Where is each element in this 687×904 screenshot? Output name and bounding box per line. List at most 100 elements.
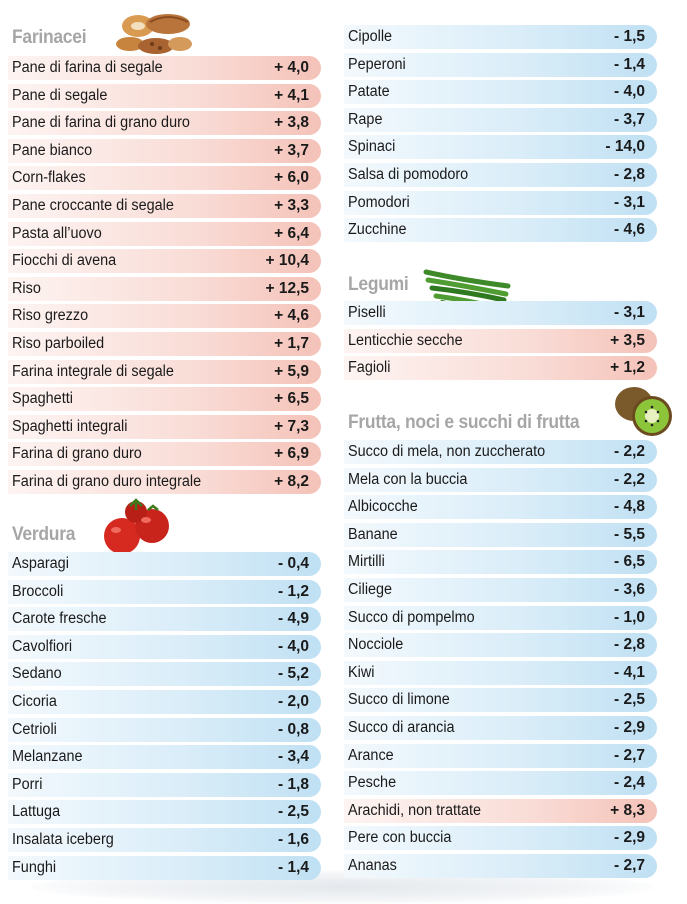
food-value: - 3,7 [613, 110, 645, 128]
table-row: Albicocche - 4,8 [344, 495, 657, 520]
food-name: Albicocche [348, 498, 418, 516]
food-name: Farina di grano duro integrale [12, 473, 202, 490]
food-value: - 1,4 [277, 858, 309, 876]
food-name: Fiocchi di avena [12, 252, 117, 270]
food-value: - 4,0 [277, 637, 309, 655]
food-name: Mela con la buccia [348, 470, 468, 488]
food-name: Pomodori [348, 193, 410, 211]
food-name: Rape [348, 110, 383, 128]
table-row: Succo di pompelmo - 1,0 [344, 605, 657, 630]
table-row: Pane di farina di grano duro + 3,8 [8, 111, 321, 136]
food-name: Ciliege [348, 581, 393, 598]
table-row: Fagioli + 1,2 [344, 356, 657, 381]
food-name: Pane croccante di segale [12, 197, 174, 214]
food-name: Sedano [12, 665, 62, 683]
food-name: Succo di arancia [348, 719, 455, 736]
food-name: Peperoni [348, 55, 406, 73]
food-value: - 2,8 [613, 636, 645, 654]
food-value: - 6,5 [613, 553, 645, 571]
food-name: Nocciole [348, 636, 404, 654]
table-row: Rape - 3,7 [344, 107, 657, 132]
table-row: Cipolle - 1,5 [344, 25, 657, 49]
table-row: Sedano - 5,2 [8, 662, 321, 687]
table-row: Lenticchie secche + 3,5 [344, 328, 657, 353]
food-value: + 3,3 [274, 197, 309, 214]
table-row: Pomodori - 3,1 [344, 190, 657, 215]
food-value: + 4,6 [274, 307, 309, 325]
food-name: Spinaci [348, 138, 396, 156]
food-name: Melanzane [12, 748, 83, 766]
table-row: Piselli - 3,1 [344, 301, 657, 325]
food-value: - 1,2 [277, 582, 309, 600]
table-row: Ciliege - 3,6 [344, 578, 657, 602]
table-row: Zucchine - 4,6 [344, 218, 657, 243]
table-row: Melanzane - 3,4 [8, 745, 321, 770]
food-name: Succo di limone [348, 691, 450, 709]
table-row: Kiwi - 4,1 [344, 660, 657, 685]
food-value: + 12,5 [265, 279, 309, 297]
food-value: - 2,9 [613, 719, 645, 736]
food-value: + 6,0 [274, 169, 309, 187]
table-row: Funghi - 1,4 [8, 855, 321, 880]
section-title-legumi: Legumi [348, 274, 409, 295]
food-value: - 2,9 [613, 829, 645, 847]
table-row: Porri - 1,8 [8, 772, 321, 797]
food-name: Banane [348, 525, 398, 543]
table-row: Pane di segale + 4,1 [8, 83, 321, 108]
food-name: Insalata iceberg [12, 831, 114, 848]
food-name: Cipolle [348, 28, 393, 45]
food-value: + 4,0 [274, 59, 309, 76]
food-name: Asparagi [12, 555, 69, 572]
food-name: Succo di pompelmo [348, 608, 475, 626]
table-row: Succo di mela, non zuccherato - 2,2 [344, 440, 657, 464]
food-value: - 1,8 [277, 775, 309, 793]
tomato-icon [104, 498, 169, 554]
food-name: Pane di segale [12, 86, 108, 104]
food-name: Carote fresche [12, 610, 107, 628]
food-name: Fagioli [348, 359, 391, 377]
food-name: Kiwi [348, 663, 375, 681]
table-row: Cavolfiori - 4,0 [8, 634, 321, 659]
food-name: Riso [12, 279, 41, 297]
food-value: - 2,7 [613, 746, 645, 764]
table-row: Patate - 4,0 [344, 80, 657, 105]
table-row: Farina di grano duro + 6,9 [8, 442, 321, 467]
table-row: Peperoni - 1,4 [344, 52, 657, 77]
food-name: Salsa di pomodoro [348, 166, 469, 183]
food-name: Farina di grano duro [12, 445, 142, 463]
food-name: Lattuga [12, 803, 61, 821]
table-row: Carote fresche - 4,9 [8, 607, 321, 632]
food-name: Succo di mela, non zuccherato [348, 443, 546, 460]
food-value: + 5,9 [274, 362, 309, 380]
table-row: Riso grezzo + 4,6 [8, 304, 321, 329]
food-value: - 2,2 [613, 470, 645, 488]
table-row: Nocciole - 2,8 [344, 633, 657, 658]
table-row: Salsa di pomodoro - 2,8 [344, 163, 657, 187]
food-value: - 2,8 [613, 166, 645, 183]
food-value: - 2,5 [277, 803, 309, 821]
food-name: Pere con buccia [348, 829, 452, 847]
food-name: Mirtilli [348, 553, 385, 571]
table-row: Farina di grano duro integrale + 8,2 [8, 470, 321, 494]
food-name: Arance [348, 746, 394, 764]
food-name: Spaghetti [12, 390, 73, 408]
food-value: - 14,0 [605, 138, 645, 156]
food-name: Cavolfiori [12, 637, 73, 655]
table-row: Pesche - 2,4 [344, 771, 657, 796]
food-value: + 7,3 [274, 417, 309, 435]
food-name: Broccoli [12, 582, 64, 600]
table-row: Riso parboiled + 1,7 [8, 332, 321, 356]
food-value: + 3,8 [274, 114, 309, 132]
table-row: Spaghetti integrali + 7,3 [8, 414, 321, 439]
food-value: - 0,4 [277, 555, 309, 572]
food-value: + 10,4 [265, 252, 309, 270]
food-value: + 6,9 [274, 445, 309, 463]
food-value: + 8,2 [274, 473, 309, 490]
kiwi-icon [615, 387, 672, 436]
table-row: Fiocchi di avena + 10,4 [8, 249, 321, 274]
food-name: Arachidi, non trattate [348, 801, 482, 819]
food-value: - 1,0 [613, 608, 645, 626]
food-name: Pane di farina di segale [12, 59, 163, 76]
food-name: Corn-flakes [12, 169, 86, 187]
table-row: Pane croccante di segale + 3,3 [8, 194, 321, 218]
